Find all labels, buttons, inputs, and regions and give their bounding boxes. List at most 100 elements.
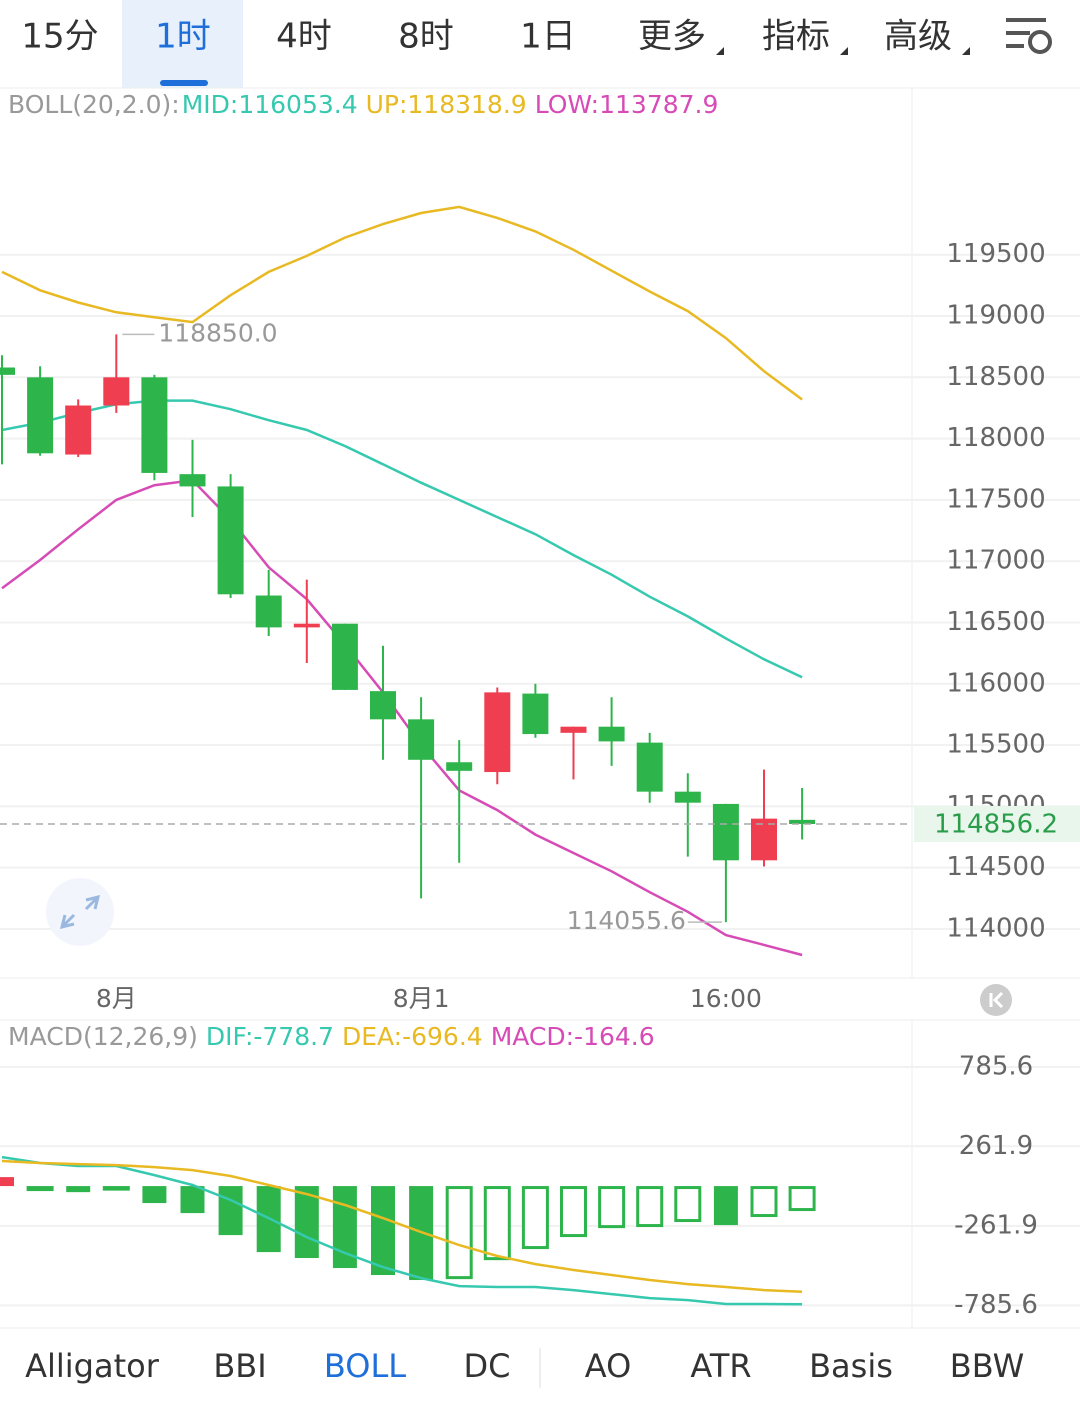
candle-body: [27, 377, 54, 454]
candle-body: [408, 719, 435, 760]
indicator-tab[interactable]: AO: [585, 1347, 632, 1385]
macd-bar: [560, 1186, 587, 1238]
timeframe-tab[interactable]: 高级: [884, 17, 952, 57]
scroll-latest-button[interactable]: [980, 984, 1012, 1016]
candle-body: [522, 693, 549, 735]
band-line: [1, 205, 803, 401]
y-tick-label: 117000: [946, 546, 1045, 576]
indicator-tab[interactable]: Alligator: [25, 1347, 160, 1385]
x-tick-label: 8月: [96, 984, 137, 1013]
macd-bar: [332, 1186, 357, 1269]
macd-bar: [713, 1186, 738, 1226]
button-bg: [46, 878, 114, 946]
macd-bar: [66, 1186, 91, 1193]
y-tick-label: 117500: [946, 484, 1045, 514]
legend-entry: DEA:-696.4: [342, 1022, 483, 1051]
dropdown-arrow: [962, 47, 970, 55]
candle-body: [103, 377, 130, 406]
legend-entry: LOW:113787.9: [535, 90, 719, 119]
candle-body: [331, 623, 358, 690]
timeframe-tab[interactable]: 更多: [638, 17, 706, 57]
expand-button[interactable]: [46, 878, 114, 946]
macd-bar: [598, 1186, 626, 1229]
macd-bar: [788, 1186, 816, 1212]
candle-body: [65, 405, 92, 455]
macd-line: [1, 1159, 803, 1294]
candle-body: [560, 726, 587, 733]
legend-entry: DIF:-778.7: [206, 1022, 334, 1051]
candle-body: [446, 762, 473, 771]
candle-body: [674, 791, 701, 803]
y-tick-label: -261.9: [954, 1210, 1038, 1240]
y-tick-label: 119000: [946, 301, 1045, 331]
candle-body: [293, 623, 320, 628]
indicator-label: MACD(12,26,9): [8, 1022, 198, 1051]
macd-bar: [218, 1186, 243, 1236]
candle-body: [0, 367, 15, 375]
macd-bar: [636, 1186, 664, 1228]
y-tick-label: -785.6: [954, 1290, 1038, 1320]
timeframe-tab[interactable]: 1日: [520, 17, 576, 57]
chart-layer: 15分 1时 4时 8时 1日 更多 指标 高级 Alligator BBI BOLL DC AO ATR…: [0, 17, 1080, 1385]
candle-body: [141, 377, 168, 473]
macd-bar: [180, 1186, 205, 1214]
button-icon: [989, 991, 1004, 1009]
last-price-box: [914, 806, 1080, 843]
y-tick-label: 261.9: [959, 1131, 1033, 1161]
y-tick-label: 115500: [946, 730, 1045, 760]
indicator-tab[interactable]: DC: [464, 1347, 511, 1385]
macd-bar: [102, 1186, 130, 1191]
candle-body: [484, 692, 511, 773]
candle-body: [789, 819, 816, 825]
macd-bar: [521, 1186, 549, 1250]
y-tick-label: 114500: [946, 852, 1045, 882]
candle-body: [370, 691, 396, 720]
y-tick-label: 785.6: [959, 1051, 1033, 1081]
timeframe-tab[interactable]: 4时: [276, 17, 332, 57]
y-tick-label: 116000: [946, 668, 1045, 698]
y-tick-label: 118500: [946, 362, 1045, 392]
candle-body: [712, 803, 739, 861]
macd-bar: [26, 1186, 54, 1192]
active-tab-indicator: [160, 80, 208, 86]
indicator-tab[interactable]: BBI: [213, 1347, 266, 1385]
indicator-tab[interactable]: Basis: [809, 1347, 893, 1385]
y-tick-label: 114000: [946, 913, 1045, 943]
timeframe-tab[interactable]: 指标: [762, 17, 830, 57]
timeframe-tab[interactable]: 8时: [398, 17, 454, 57]
indicator-tab[interactable]: ATR: [690, 1347, 751, 1385]
y-tick-label: 119500: [946, 239, 1045, 269]
candle-body: [255, 595, 282, 628]
dropdown-arrow: [840, 47, 848, 55]
macd-line: [1, 1155, 803, 1306]
expand-icon: [59, 894, 101, 930]
indicator-label: BOLL(20,2.0):: [8, 90, 180, 119]
band-line: [1, 399, 803, 679]
legend-entry: UP:118318.9: [366, 90, 527, 119]
candle-body: [598, 726, 625, 742]
last-price-label: 114856.2: [934, 810, 1058, 840]
band-line: [1, 478, 803, 957]
macd-bar: [483, 1186, 511, 1261]
active-tab-bg: [122, 0, 243, 88]
low-label: 114055.6: [567, 906, 686, 935]
indicator-tab[interactable]: BBW: [950, 1347, 1024, 1385]
macd-bar: [0, 1177, 14, 1187]
indicator-header: BOLL(20,2.0):MID:116053.4 UP:118318.9 LOW:…: [8, 90, 718, 119]
candle-body: [179, 474, 206, 487]
settings-icon[interactable]: [1006, 18, 1052, 54]
icon-gear: [1028, 30, 1052, 54]
candle-body: [636, 742, 663, 792]
macd-bar: [142, 1186, 167, 1204]
timeframe-tab[interactable]: 1时: [155, 17, 211, 57]
macd-bar: [371, 1186, 395, 1276]
macd-bar: [750, 1186, 778, 1218]
y-tick-label: 116500: [946, 607, 1045, 637]
candle-body: [217, 486, 244, 595]
indicator-tab[interactable]: BOLL: [324, 1347, 406, 1385]
timeframe-tab[interactable]: 15分: [21, 17, 98, 57]
indicator-header: MACD(12,26,9) DIF:-778.7 DEA:-696.4 MACD:-1…: [8, 1022, 655, 1051]
macd-bar: [294, 1186, 319, 1259]
x-tick-label: 8月1: [393, 984, 450, 1013]
